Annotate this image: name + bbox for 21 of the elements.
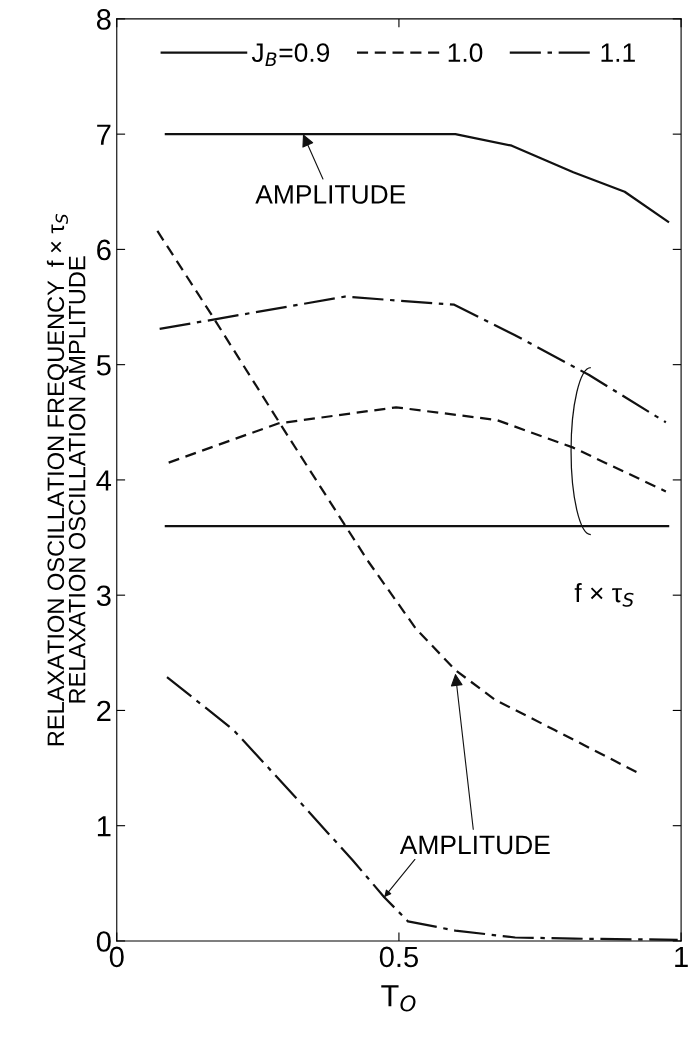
x-tick-label: 0.5 <box>379 946 418 968</box>
y-tick-label: 0 <box>96 931 111 952</box>
legend-label: J$_{B}$=0.9 <box>251 43 330 67</box>
y-tick-label: 3 <box>96 585 111 607</box>
line-series <box>164 133 670 223</box>
y-tick-label: 4 <box>96 470 112 491</box>
y-tick-label: 7 <box>97 124 111 145</box>
annotation: f × τ$_{S}$ <box>574 583 634 607</box>
y-tick-label: 5 <box>96 355 111 376</box>
x-tick-label: 1 <box>675 946 688 967</box>
legend-label: 1.1 <box>601 43 635 62</box>
y-tick-label: 8 <box>96 9 111 30</box>
legend-label: 1.0 <box>448 43 483 63</box>
line-series <box>165 675 679 941</box>
y-tick-label: 1 <box>97 816 111 837</box>
y-tick-label: 2 <box>97 700 111 721</box>
x-axis-title: T$_{O}$ <box>381 985 416 1012</box>
annotation: AMPLITUDE <box>399 835 550 855</box>
annotation: AMPLITUDE <box>255 185 406 204</box>
y-tick-label: 6 <box>97 239 111 261</box>
text: RELAXATION OSCILLATION FREQUENCY f × τ$_{S}$ RELAXATION OSCILLATION AMPLITUDE <box>46 214 86 746</box>
